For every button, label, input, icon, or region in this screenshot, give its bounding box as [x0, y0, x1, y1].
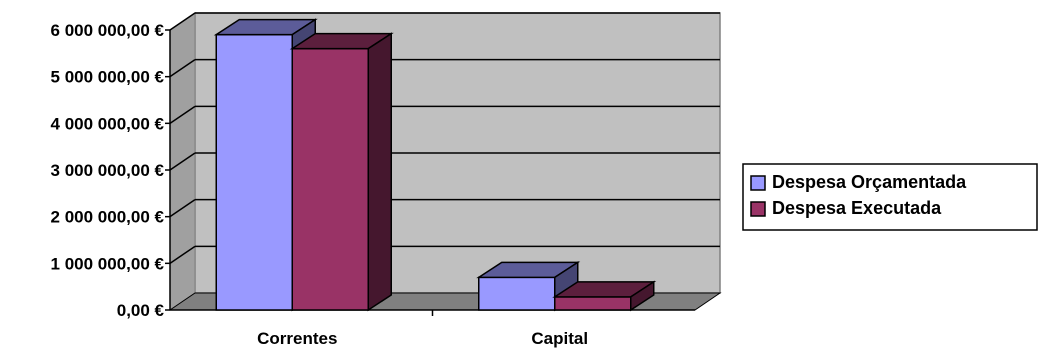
legend-label-1: Despesa Executada — [772, 198, 942, 218]
x-tick-label: Capital — [531, 329, 588, 348]
y-tick-label: 4 000 000,00 € — [51, 114, 165, 133]
y-tick-label: 2 000 000,00 € — [51, 208, 165, 227]
y-tick-label: 3 000 000,00 € — [51, 161, 165, 180]
bar-front — [554, 296, 632, 311]
bar-front — [215, 33, 293, 311]
gridline-side — [169, 245, 196, 264]
gridline-side — [169, 199, 196, 218]
y-tick-label: 5 000 000,00 € — [51, 68, 165, 87]
gridline-side — [169, 59, 196, 78]
bar-front — [478, 276, 556, 311]
y-tick-label: 6 000 000,00 € — [51, 21, 165, 40]
x-tick-labels: Correntes Capital — [257, 329, 588, 348]
gridline-side — [169, 152, 196, 171]
bar-front — [291, 47, 369, 311]
legend: Despesa Orçamentada Despesa Executada — [742, 163, 1038, 231]
legend-box — [742, 163, 1038, 231]
gridline-side — [169, 105, 196, 124]
y-tick-labels: 0,00 € 1 000 000,00 € 2 000 000,00 € 3 000 … — [51, 21, 165, 320]
bar-0-1 — [289, 32, 394, 312]
bar-side — [630, 280, 655, 312]
legend-swatch-0 — [750, 175, 766, 191]
bar-side — [367, 32, 392, 312]
y-tick-label: 0,00 € — [117, 301, 165, 320]
bar-1-1 — [552, 280, 657, 312]
legend-swatch-1 — [750, 201, 766, 217]
gridline-side — [169, 12, 196, 31]
bars — [213, 18, 657, 312]
y-tick-label: 1 000 000,00 € — [51, 254, 165, 273]
legend-label-0: Despesa Orçamentada — [772, 172, 967, 192]
x-tick-label: Correntes — [257, 329, 337, 348]
